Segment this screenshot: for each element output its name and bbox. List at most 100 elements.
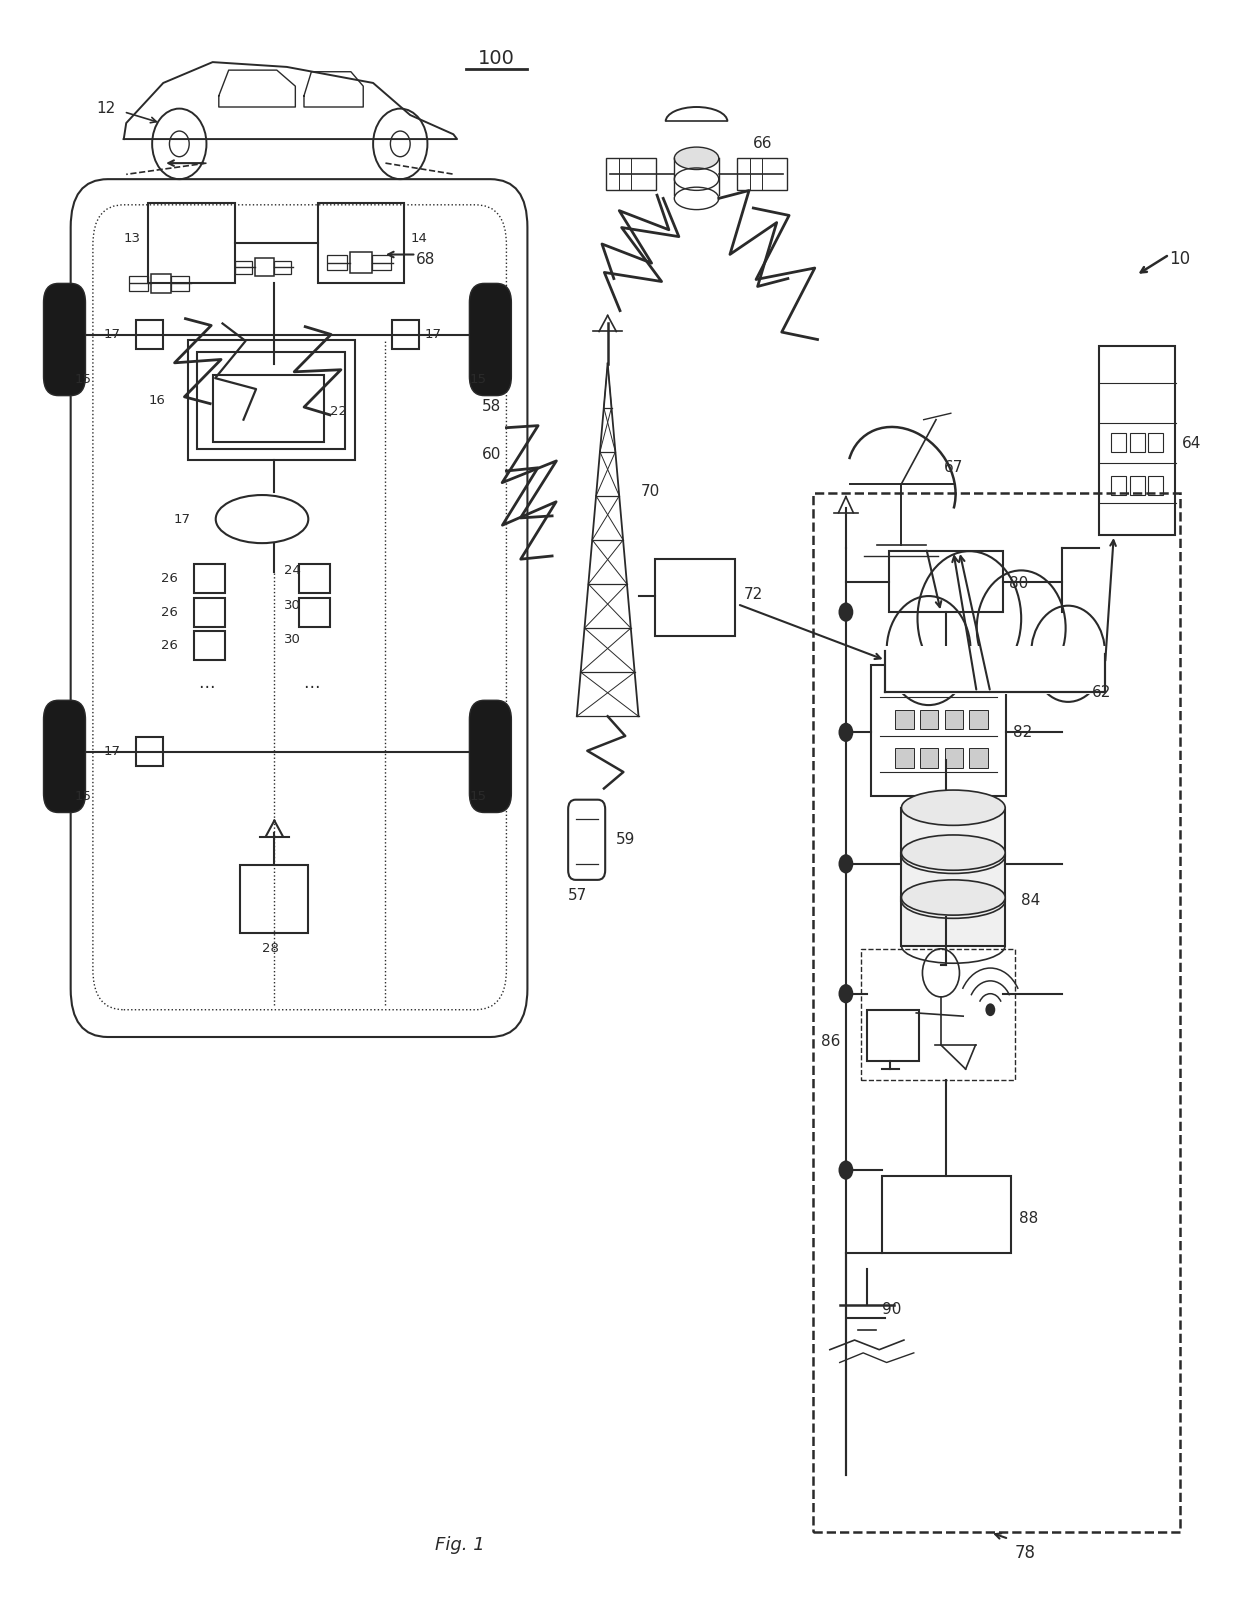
Circle shape	[838, 985, 853, 1004]
Ellipse shape	[901, 880, 1006, 916]
Text: 90: 90	[882, 1302, 901, 1318]
Bar	[299, 565, 330, 592]
Text: 10: 10	[1169, 251, 1190, 269]
Bar	[129, 277, 148, 291]
Text: 64: 64	[1182, 436, 1202, 451]
Text: 68: 68	[417, 253, 435, 267]
Bar	[150, 274, 171, 293]
Circle shape	[1032, 605, 1105, 702]
Circle shape	[977, 571, 1065, 685]
Bar	[255, 259, 274, 277]
Circle shape	[838, 602, 853, 621]
Text: 12: 12	[97, 101, 115, 116]
Text: 22: 22	[330, 405, 347, 418]
Text: 13: 13	[124, 232, 141, 245]
Text: 16: 16	[149, 394, 165, 407]
Text: 70: 70	[641, 484, 660, 499]
Bar	[970, 748, 988, 767]
Bar	[738, 158, 786, 190]
Bar	[606, 158, 656, 190]
Text: 15: 15	[470, 790, 486, 803]
Text: 88: 88	[1019, 1210, 1038, 1226]
FancyBboxPatch shape	[43, 283, 86, 396]
Bar	[171, 277, 190, 291]
Bar	[234, 261, 252, 274]
Text: 57: 57	[568, 888, 588, 903]
FancyBboxPatch shape	[883, 599, 1111, 695]
Bar	[945, 748, 963, 767]
Bar	[884, 645, 1110, 693]
Ellipse shape	[901, 790, 1006, 825]
Text: 26: 26	[161, 639, 177, 652]
Text: Fig. 1: Fig. 1	[435, 1537, 485, 1554]
Text: 82: 82	[1013, 724, 1032, 740]
FancyBboxPatch shape	[470, 283, 511, 396]
Text: 62: 62	[1091, 685, 1111, 700]
Bar	[195, 631, 224, 660]
Bar	[945, 710, 963, 729]
Bar	[920, 748, 939, 767]
Bar	[895, 748, 914, 767]
Text: 15: 15	[74, 373, 92, 386]
Text: ⋯: ⋯	[198, 679, 215, 697]
Ellipse shape	[675, 146, 719, 169]
Text: 24: 24	[284, 563, 301, 578]
Bar	[870, 665, 1007, 796]
Bar	[920, 710, 939, 729]
Bar	[274, 261, 291, 274]
Bar	[392, 320, 419, 349]
Bar	[149, 203, 234, 283]
Bar	[901, 808, 1006, 856]
Bar	[1111, 433, 1126, 452]
Bar	[327, 254, 347, 270]
Text: 59: 59	[616, 832, 636, 848]
Bar	[861, 949, 1016, 1080]
Circle shape	[838, 1160, 853, 1179]
Bar	[882, 1176, 1012, 1253]
Bar	[350, 253, 372, 274]
Bar	[895, 710, 914, 729]
Text: 30: 30	[284, 632, 301, 645]
FancyBboxPatch shape	[71, 179, 527, 1036]
Text: 17: 17	[104, 328, 122, 341]
Text: 66: 66	[754, 137, 773, 151]
Bar	[1099, 346, 1176, 536]
Text: 26: 26	[161, 605, 177, 618]
Text: 86: 86	[821, 1035, 841, 1049]
Bar	[195, 565, 224, 592]
Bar	[188, 339, 355, 460]
Text: 14: 14	[410, 232, 427, 245]
Bar	[197, 352, 345, 449]
Bar	[901, 853, 1006, 901]
Text: 78: 78	[1016, 1545, 1037, 1562]
Bar	[317, 203, 404, 283]
Circle shape	[838, 722, 853, 742]
Bar	[136, 320, 164, 349]
Text: 67: 67	[944, 460, 962, 475]
Text: 17: 17	[104, 745, 122, 758]
Bar	[195, 597, 224, 626]
Text: 30: 30	[284, 599, 301, 611]
FancyBboxPatch shape	[470, 700, 511, 813]
Bar	[1111, 476, 1126, 496]
Bar	[970, 710, 988, 729]
Bar	[212, 375, 324, 442]
Bar	[901, 898, 1006, 946]
Ellipse shape	[901, 835, 1006, 870]
Circle shape	[887, 595, 971, 705]
Bar	[867, 1010, 919, 1060]
Text: 100: 100	[479, 50, 515, 69]
Text: 80: 80	[1009, 576, 1028, 591]
Bar	[1130, 476, 1145, 496]
FancyBboxPatch shape	[43, 700, 86, 813]
Bar	[812, 494, 1180, 1532]
Text: 60: 60	[482, 447, 501, 462]
Bar	[1148, 433, 1163, 452]
Circle shape	[838, 854, 853, 874]
Text: 26: 26	[161, 571, 177, 586]
Bar	[889, 552, 1003, 611]
Circle shape	[986, 1004, 996, 1017]
Text: 17: 17	[425, 328, 441, 341]
Bar	[1148, 476, 1163, 496]
Text: 28: 28	[262, 943, 279, 956]
